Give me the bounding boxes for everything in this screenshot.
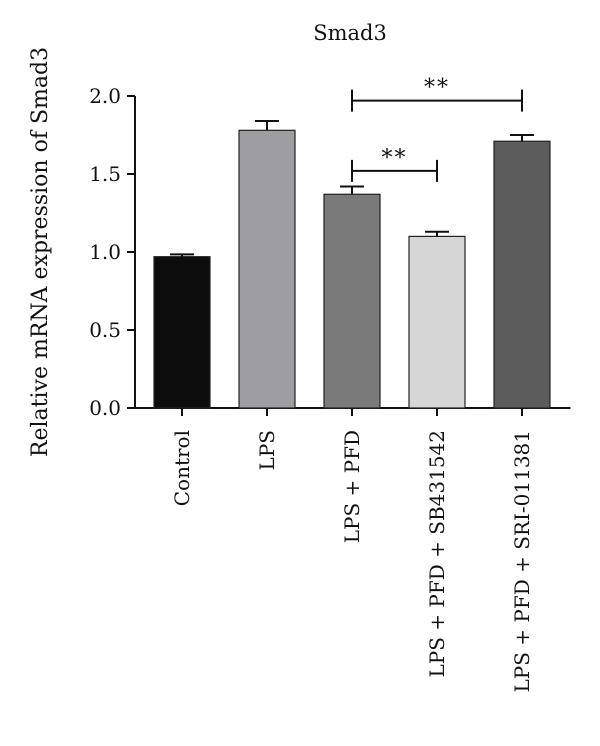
y-tick-label: 2.0 (89, 84, 121, 108)
bar (153, 256, 211, 409)
y-tick-label: 1.5 (89, 162, 121, 186)
x-category-label: LPS + PFD (340, 430, 364, 543)
y-tick-label: 1.0 (89, 240, 121, 264)
x-category-label: LPS + PFD + SRI-011381 (510, 430, 534, 693)
y-tick-label: 0.0 (89, 396, 121, 420)
plot-area: 0.0 0.5 1.0 1.5 2.0 Control LPS LPS + PFD LPS + … (89, 76, 571, 693)
y-tick-label: 0.5 (89, 318, 121, 342)
significance-bracket (351, 159, 438, 182)
x-category-label: LPS (255, 430, 279, 470)
bar (238, 129, 296, 409)
bar (493, 140, 551, 409)
bar (408, 235, 466, 409)
x-category-label: LPS + PFD + SB431542 (425, 430, 449, 678)
significance-label: ** (424, 76, 450, 101)
bar (323, 193, 381, 409)
significance-label: ** (382, 146, 408, 171)
x-category-label: Control (170, 430, 194, 506)
y-axis-label: Relative mRNA expression of Smad3 (28, 47, 53, 457)
significance-bracket (351, 89, 523, 112)
chart-title: Smad3 (313, 21, 387, 45)
